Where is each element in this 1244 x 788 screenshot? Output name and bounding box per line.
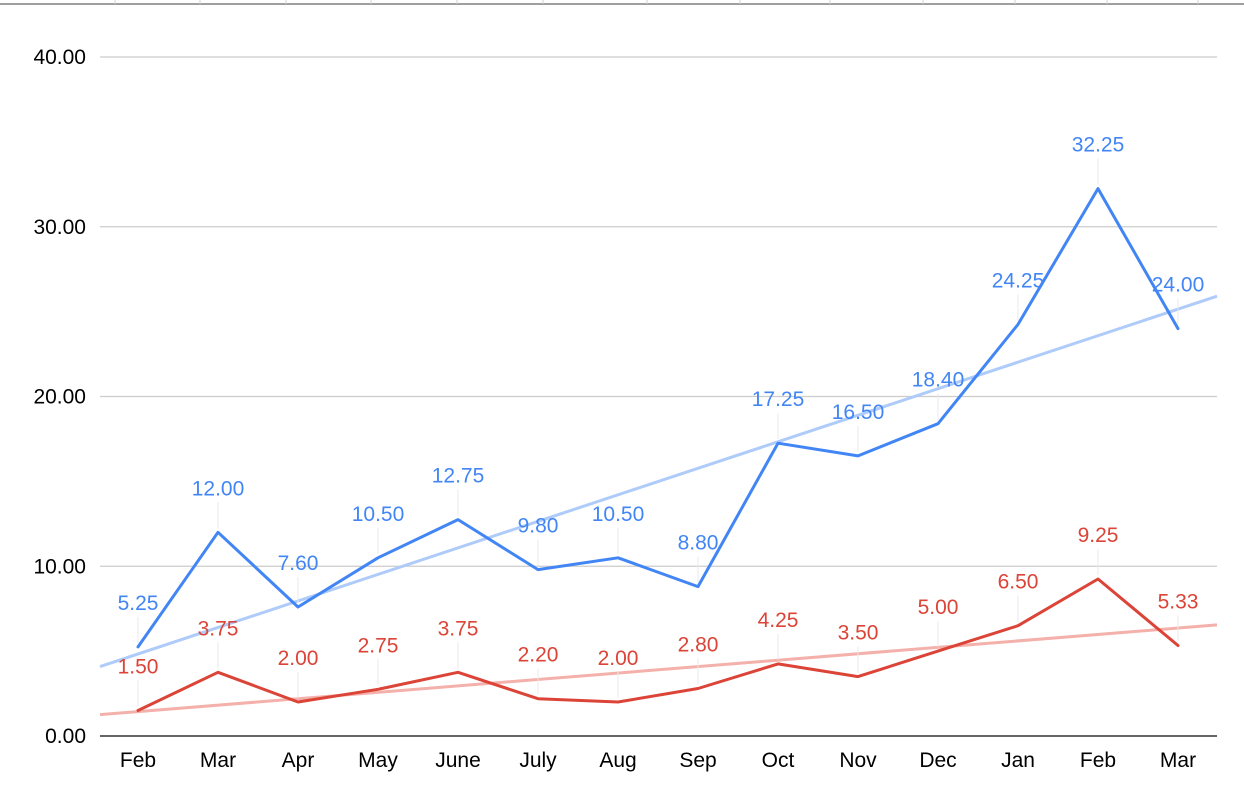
x-tick-label: Mar xyxy=(1160,749,1196,772)
data-label: 9.80 xyxy=(518,515,559,538)
data-label: 5.25 xyxy=(118,592,159,615)
y-tick-label: 10.00 xyxy=(33,555,86,578)
x-tick-label: July xyxy=(519,749,557,772)
y-tick-label: 40.00 xyxy=(33,46,86,69)
x-axis-ticks: Feb Mar Apr May June July Aug Sep Oct Nov Dec Jan Fe… xyxy=(120,749,1196,772)
data-label: 5.33 xyxy=(1158,591,1199,614)
data-label: 17.25 xyxy=(752,388,805,411)
data-label: 3.50 xyxy=(838,622,879,645)
y-tick-label: 30.00 xyxy=(33,216,86,239)
data-labels: 5.25 12.00 7.60 10.50 12.75 9.80 10.50 8.80 17.2… xyxy=(118,134,1205,707)
data-label: 5.00 xyxy=(918,596,959,619)
data-label: 16.50 xyxy=(832,401,885,424)
data-label: 2.75 xyxy=(358,634,399,657)
data-label: 3.75 xyxy=(438,617,479,640)
series-line-1 xyxy=(136,577,1180,712)
data-label: 32.25 xyxy=(1072,134,1125,157)
data-label: 10.50 xyxy=(592,503,645,526)
x-tick-label: May xyxy=(358,749,398,772)
x-tick-label: Jan xyxy=(1001,749,1035,772)
data-label: 1.50 xyxy=(118,656,159,679)
x-tick-label: Feb xyxy=(120,749,156,772)
x-tick-label: Mar xyxy=(200,749,236,772)
x-tick-label: Apr xyxy=(282,749,315,772)
trendlines xyxy=(99,294,1218,717)
trendline-1 xyxy=(99,623,1218,717)
x-tick-label: Aug xyxy=(599,749,636,772)
data-label: 2.80 xyxy=(678,633,719,656)
series-line-0 xyxy=(136,187,1180,649)
data-label: 24.00 xyxy=(1152,274,1205,297)
series-lines xyxy=(136,187,1180,712)
data-label: 10.50 xyxy=(352,503,405,526)
data-label: 2.00 xyxy=(598,647,639,670)
x-tick-label: June xyxy=(435,749,481,772)
data-label: 12.00 xyxy=(192,477,245,500)
data-label: 2.20 xyxy=(518,644,559,667)
top-grid-strip xyxy=(0,0,1244,5)
data-label: 2.00 xyxy=(278,647,319,670)
data-label: 12.75 xyxy=(432,465,485,488)
gridlines xyxy=(100,56,1217,737)
data-label: 9.25 xyxy=(1078,524,1119,547)
x-tick-label: Feb xyxy=(1080,749,1116,772)
data-label: 18.40 xyxy=(912,369,965,392)
data-label: 8.80 xyxy=(678,532,719,555)
trendline-0 xyxy=(99,294,1218,669)
data-label: 6.50 xyxy=(998,571,1039,594)
data-label: 24.25 xyxy=(992,269,1045,292)
y-axis-ticks: 0.00 10.00 20.00 30.00 40.00 xyxy=(33,46,86,748)
y-tick-label: 0.00 xyxy=(45,725,86,748)
x-tick-label: Sep xyxy=(679,749,716,772)
x-tick-label: Oct xyxy=(762,749,795,772)
x-tick-label: Dec xyxy=(919,749,956,772)
data-label: 3.75 xyxy=(198,617,239,640)
y-tick-label: 20.00 xyxy=(33,386,86,409)
x-tick-label: Nov xyxy=(839,749,877,772)
data-label: 7.60 xyxy=(278,552,319,575)
data-label: 4.25 xyxy=(758,609,799,632)
